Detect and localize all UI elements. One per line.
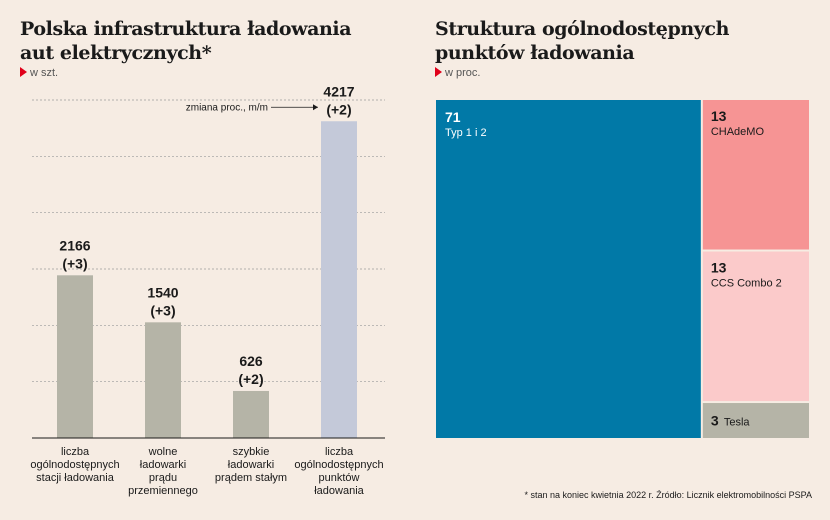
treemap-value: 3 bbox=[711, 413, 719, 429]
annotation-arrow-head bbox=[313, 104, 318, 111]
category-label: prądu bbox=[149, 472, 177, 484]
left-title-line2: aut elektrycznych* bbox=[20, 42, 212, 64]
right-chart-title: Struktura ogólnodostępnych punktów ładow… bbox=[435, 17, 729, 65]
category-label: prądem stałym bbox=[215, 472, 287, 484]
change-annotation: zmiana proc., m/m bbox=[186, 102, 268, 113]
category-label: ogólnodostępnych bbox=[294, 459, 383, 471]
treemap-label: Typ 1 i 2 bbox=[445, 127, 487, 139]
category-label: przemiennego bbox=[128, 485, 198, 497]
category-label: ogólnodostępnych bbox=[30, 459, 119, 471]
category-label: wolne bbox=[148, 446, 178, 458]
category-label: punktów bbox=[319, 472, 360, 484]
bar-value-label: 626 bbox=[239, 353, 263, 369]
right-title-line2: punktów ładowania bbox=[435, 42, 635, 64]
treemap-label: CCS Combo 2 bbox=[711, 278, 782, 290]
bar-value-label: 1540 bbox=[147, 284, 178, 300]
category-label: ładowania bbox=[314, 485, 364, 497]
bar-3 bbox=[233, 390, 269, 438]
bar-change-label: (+3) bbox=[150, 302, 175, 318]
category-label: liczba bbox=[325, 446, 354, 458]
treemap-block-chademo bbox=[702, 100, 809, 250]
bar-value-label: 2166 bbox=[59, 237, 90, 253]
right-unit-text: w proc. bbox=[445, 67, 481, 79]
bar-change-label: (+2) bbox=[238, 371, 263, 387]
bar-change-label: (+2) bbox=[326, 101, 351, 117]
category-label: ładowarki bbox=[140, 459, 186, 471]
bar-4 bbox=[321, 121, 357, 439]
category-label: stacji ładowania bbox=[36, 472, 115, 484]
bar-2 bbox=[145, 322, 181, 438]
left-chart-title: Polska infrastruktura ładowania aut elek… bbox=[20, 17, 352, 65]
left-unit-text: w szt. bbox=[30, 67, 59, 79]
bar-value-label: 4217 bbox=[323, 83, 354, 99]
red-triangle-icon bbox=[435, 67, 442, 77]
red-triangle-icon bbox=[20, 67, 27, 77]
category-label: liczba bbox=[61, 446, 90, 458]
treemap-block-typ12 bbox=[436, 100, 701, 438]
category-label: ładowarki bbox=[228, 459, 274, 471]
treemap-value: 71 bbox=[445, 109, 461, 125]
treemap-block-tesla bbox=[702, 403, 809, 438]
treemap-value: 13 bbox=[711, 260, 727, 276]
footnote: * stan na koniec kwietnia 2022 r. Źródło… bbox=[524, 490, 812, 500]
treemap-block-ccs bbox=[702, 251, 809, 402]
bar-change-label: (+3) bbox=[62, 255, 87, 271]
bar-1 bbox=[57, 275, 93, 438]
category-label: szybkie bbox=[233, 446, 270, 458]
right-unit-label: w proc. bbox=[435, 67, 480, 79]
left-unit-label: w szt. bbox=[20, 67, 58, 79]
treemap-label: CHAdeMO bbox=[711, 126, 765, 138]
treemap-value: 13 bbox=[711, 108, 727, 124]
treemap-label: Tesla bbox=[724, 417, 751, 429]
right-title-line1: Struktura ogólnodostępnych bbox=[435, 18, 729, 40]
left-title-line1: Polska infrastruktura ładowania bbox=[20, 18, 352, 40]
